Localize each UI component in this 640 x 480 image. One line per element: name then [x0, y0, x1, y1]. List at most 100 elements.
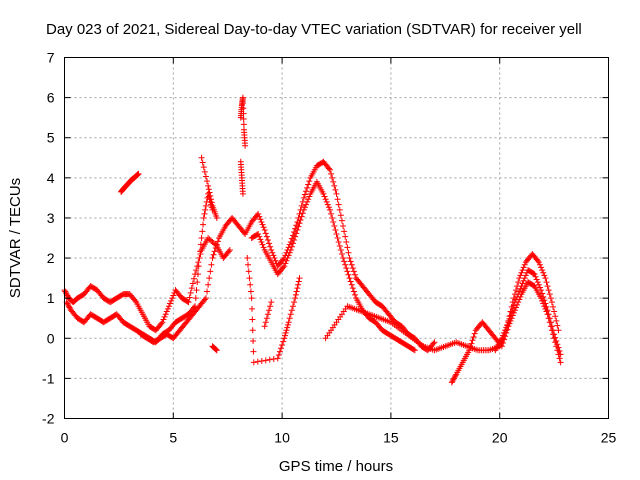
data-point: [305, 196, 312, 203]
data-point: [258, 358, 265, 365]
x-tick-label: 25: [601, 430, 617, 446]
data-point: [298, 213, 305, 220]
data-point: [248, 295, 255, 302]
data-point: [205, 182, 212, 189]
data-point: [202, 173, 209, 180]
axis-ticks: [64, 57, 609, 419]
data-point: [328, 210, 335, 217]
data-point: [255, 230, 262, 237]
data-point: [321, 193, 328, 200]
data-point: [515, 279, 522, 286]
data-point: [259, 241, 266, 248]
data-point: [513, 296, 520, 303]
data-point: [511, 299, 518, 306]
data-point: [244, 255, 251, 262]
data-point: [518, 283, 525, 290]
data-point: [521, 261, 528, 268]
data-point: [351, 271, 358, 278]
y-tick-label: 2: [47, 250, 55, 266]
data-point: [325, 165, 332, 172]
data-point: [254, 358, 261, 365]
data-point: [325, 204, 332, 211]
data-point: [269, 249, 276, 256]
data-point: [159, 319, 166, 326]
data-point: [498, 335, 505, 342]
data-point: [293, 230, 300, 237]
data-point: [202, 206, 209, 213]
data-point: [323, 198, 330, 205]
data-point: [557, 351, 564, 358]
data-point: [467, 343, 474, 350]
data-point: [351, 291, 358, 298]
data-point: [411, 347, 418, 354]
series-trace-e: [322, 251, 562, 354]
y-tick-label: 4: [47, 170, 55, 186]
data-point: [189, 280, 196, 287]
data-point: [499, 332, 506, 339]
data-point: [198, 154, 205, 161]
data-point: [201, 296, 208, 303]
data-point: [266, 356, 273, 363]
data-point: [263, 233, 270, 240]
data-point: [507, 312, 514, 319]
data-point: [240, 121, 247, 128]
data-point: [293, 288, 300, 295]
data-point: [262, 319, 269, 326]
data-point: [267, 243, 274, 250]
data-point: [547, 295, 554, 302]
data-point: [470, 333, 477, 340]
data-point: [249, 327, 256, 334]
data-point: [344, 268, 351, 275]
data-point: [292, 233, 299, 240]
data-point: [283, 257, 290, 264]
data-point: [330, 178, 337, 185]
data-point: [516, 275, 523, 282]
data-point: [207, 198, 214, 205]
data-point: [225, 248, 232, 255]
grid-lines: [64, 57, 609, 419]
data-point: [204, 178, 211, 185]
data-point: [556, 355, 563, 362]
data-point: [541, 272, 548, 279]
data-point: [239, 94, 246, 101]
y-tick-label: -1: [42, 370, 55, 386]
data-point: [431, 339, 438, 346]
data-point: [200, 164, 207, 171]
data-point: [292, 291, 299, 298]
data-point: [519, 267, 526, 274]
data-point: [205, 186, 212, 193]
data-point: [162, 311, 169, 318]
data-point: [259, 221, 266, 228]
data-point: [266, 307, 273, 314]
data-point: [298, 202, 305, 209]
data-point: [256, 213, 263, 220]
data-point: [208, 237, 215, 244]
data-point: [246, 275, 253, 282]
data-point: [193, 287, 200, 294]
data-point: [284, 321, 291, 328]
data-point: [197, 241, 204, 248]
data-point: [206, 236, 213, 243]
data-point: [448, 379, 455, 386]
data-point: [341, 228, 348, 235]
data-point: [168, 297, 175, 304]
chart-title: Day 023 of 2021, Sidereal Day-to-day VTE…: [46, 21, 582, 38]
data-point: [161, 313, 168, 320]
data-point: [185, 299, 192, 306]
data-point: [276, 348, 283, 355]
y-tick-labels: -2 -1 0 1 2 3 4 5 6 7: [42, 50, 55, 427]
data-point: [288, 243, 295, 250]
data-point: [539, 267, 546, 274]
data-point: [337, 212, 344, 219]
data-point: [291, 237, 298, 244]
series-trace-g: [492, 267, 564, 358]
data-point: [213, 214, 220, 221]
data-point: [292, 295, 299, 302]
data-point: [329, 174, 336, 181]
data-point: [338, 217, 345, 224]
data-point: [268, 299, 275, 306]
data-point: [551, 308, 558, 315]
data-point: [331, 222, 338, 229]
data-point: [64, 300, 71, 307]
x-tick-label: 10: [274, 430, 290, 446]
